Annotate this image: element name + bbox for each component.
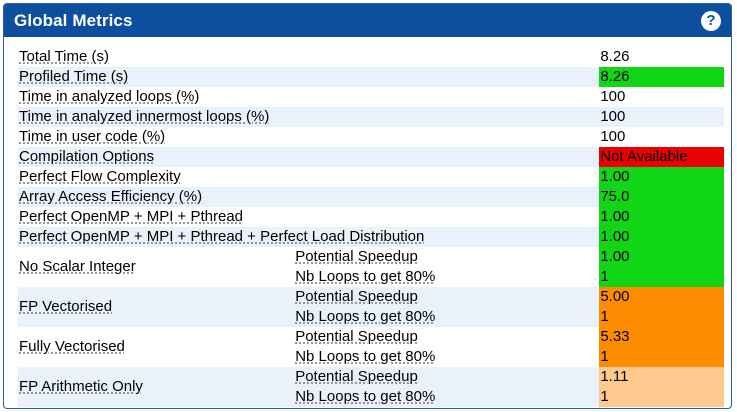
group-label[interactable]: FP Arithmetic Only xyxy=(19,378,143,395)
global-metrics-panel: Global Metrics ? Total Time (s) 8.26 Pro… xyxy=(3,3,732,409)
speedup-value: 1.11 xyxy=(599,367,724,387)
group-row-fully-vectorised-loops: Nb Loops to get 80% 1 xyxy=(18,347,724,367)
metric-label[interactable]: Time in analyzed loops (%) xyxy=(19,88,200,105)
speedup-label[interactable]: Potential Speedup xyxy=(295,368,418,385)
metric-value: 100 xyxy=(600,128,626,145)
metric-row-compilation-options: Compilation Options Not Available xyxy=(18,147,724,167)
metric-value: 1.00 xyxy=(599,207,724,227)
loops-value: 1 xyxy=(599,387,724,407)
metric-label[interactable]: Array Access Efficiency (%) xyxy=(19,188,203,205)
group-label[interactable]: Fully Vectorised xyxy=(19,338,125,355)
group-label[interactable]: FP Vectorised xyxy=(19,298,113,315)
group-row-fully-vectorised: Fully Vectorised Potential Speedup 5.33 xyxy=(18,327,724,355)
group-row-fp-vectorised-loops: Nb Loops to get 80% 1 xyxy=(18,307,724,327)
group-label[interactable]: No Scalar Integer xyxy=(19,258,136,275)
metric-row-profiled-time: Profiled Time (s) 8.26 xyxy=(18,67,724,87)
metric-label[interactable]: Perfect OpenMP + MPI + Pthread + Perfect… xyxy=(19,228,425,245)
metric-row-array-access: Array Access Efficiency (%) 75.0 xyxy=(18,187,724,207)
metric-value: Not Available xyxy=(599,147,724,167)
speedup-value: 1.00 xyxy=(599,247,724,267)
group-row-no-scalar-integer: No Scalar Integer Potential Speedup 1.00 xyxy=(18,247,724,275)
metric-value: 1.00 xyxy=(599,167,724,187)
help-icon[interactable]: ? xyxy=(701,10,721,31)
metric-label[interactable]: Perfect OpenMP + MPI + Pthread xyxy=(19,208,244,225)
group-row-no-scalar-integer-loops: Nb Loops to get 80% 1 xyxy=(18,267,724,287)
loops-label[interactable]: Nb Loops to get 80% xyxy=(295,348,436,365)
metric-row-perfect-openmp-load: Perfect OpenMP + MPI + Pthread + Perfect… xyxy=(18,227,724,247)
metric-label[interactable]: Compilation Options xyxy=(19,148,155,165)
speedup-label[interactable]: Potential Speedup xyxy=(295,288,418,305)
loops-value: 1 xyxy=(599,307,724,327)
panel-header: Global Metrics ? xyxy=(4,4,731,37)
metric-row-flow-complexity: Perfect Flow Complexity 1.00 xyxy=(18,167,724,187)
speedup-value: 5.00 xyxy=(599,287,724,307)
metric-label[interactable]: Total Time (s) xyxy=(19,48,110,65)
metric-value: 75.0 xyxy=(599,187,724,207)
speedup-label[interactable]: Potential Speedup xyxy=(295,248,418,265)
metric-row-time-innermost-loops: Time in analyzed innermost loops (%) 100 xyxy=(18,107,724,127)
metric-label[interactable]: Profiled Time (s) xyxy=(19,68,129,85)
metric-value: 100 xyxy=(600,88,626,105)
loops-value: 1 xyxy=(599,347,724,367)
loops-value: 1 xyxy=(599,267,724,287)
metric-value: 8.26 xyxy=(600,48,630,65)
metric-label[interactable]: Time in user code (%) xyxy=(19,128,166,145)
metric-row-time-user-code: Time in user code (%) 100 xyxy=(18,127,724,147)
speedup-value: 5.33 xyxy=(599,327,724,347)
metric-row-total-time: Total Time (s) 8.26 xyxy=(18,47,724,67)
group-row-fp-arithmetic-only-loops: Nb Loops to get 80% 1 xyxy=(18,387,724,407)
metric-row-time-analyzed-loops: Time in analyzed loops (%) 100 xyxy=(18,87,724,107)
metric-value: 8.26 xyxy=(599,67,724,87)
metric-row-perfect-openmp: Perfect OpenMP + MPI + Pthread 1.00 xyxy=(18,207,724,227)
metric-label[interactable]: Perfect Flow Complexity xyxy=(19,168,181,185)
metrics-table: Total Time (s) 8.26 Profiled Time (s) 8.… xyxy=(18,47,724,407)
loops-label[interactable]: Nb Loops to get 80% xyxy=(295,308,436,325)
metric-value: 100 xyxy=(599,107,724,127)
loops-label[interactable]: Nb Loops to get 80% xyxy=(295,388,436,405)
panel-title: Global Metrics xyxy=(14,10,133,30)
metric-label[interactable]: Time in analyzed innermost loops (%) xyxy=(19,108,270,125)
metric-value: 1.00 xyxy=(599,227,724,247)
group-row-fp-arithmetic-only: FP Arithmetic Only Potential Speedup 1.1… xyxy=(18,367,724,407)
speedup-label[interactable]: Potential Speedup xyxy=(295,328,418,345)
loops-label[interactable]: Nb Loops to get 80% xyxy=(295,268,436,285)
group-row-fp-vectorised: FP Vectorised Potential Speedup 5.00 xyxy=(18,287,724,327)
